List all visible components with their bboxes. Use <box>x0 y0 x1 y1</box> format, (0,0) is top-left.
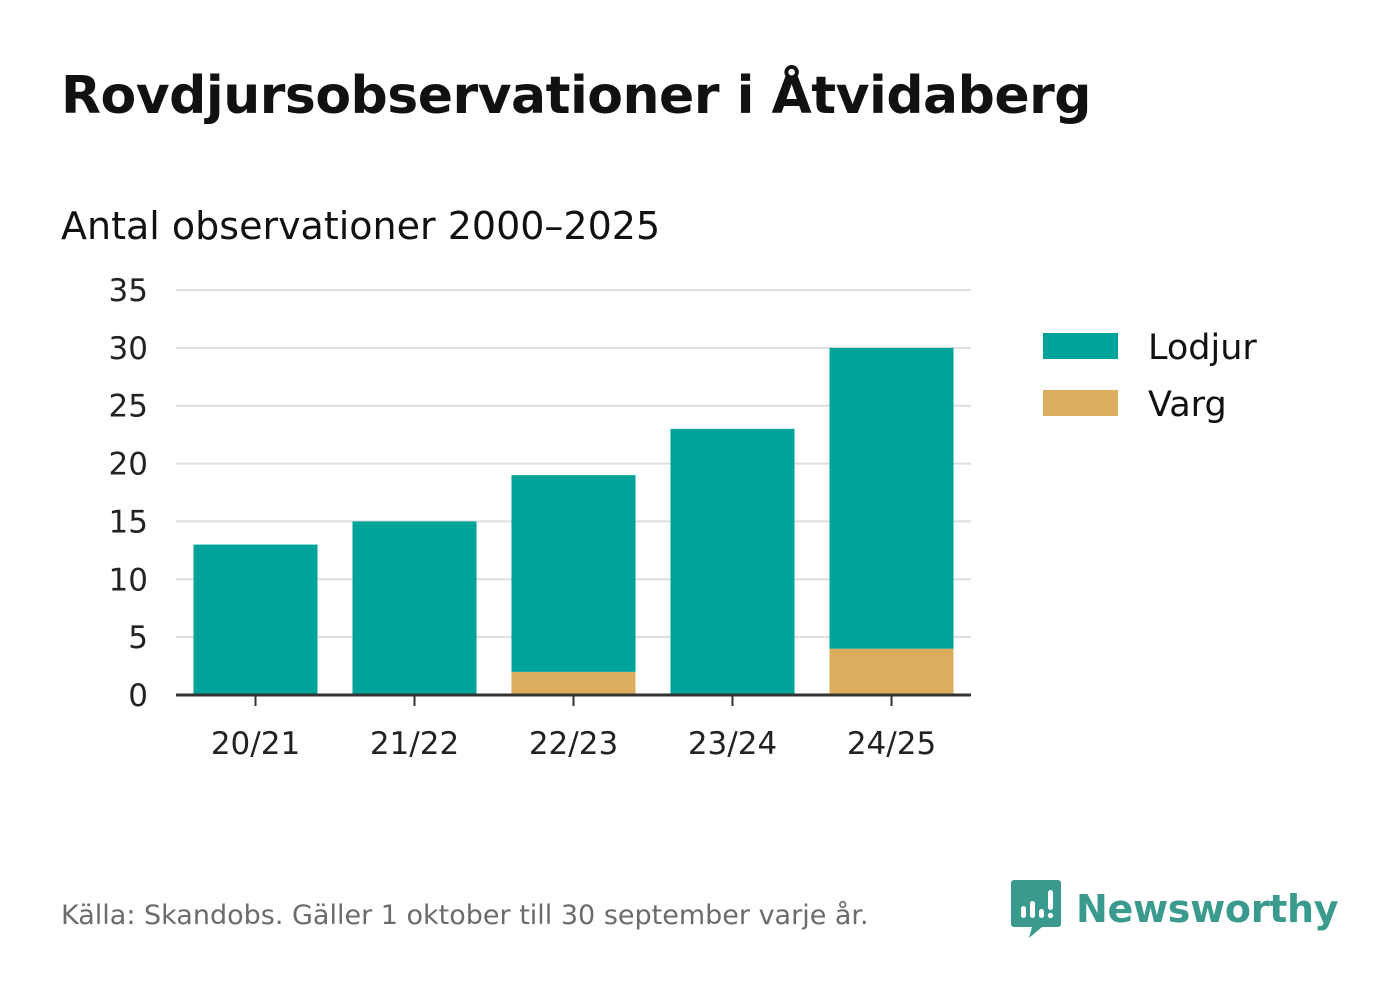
bar-chart-speech-bubble-icon <box>1011 880 1061 938</box>
x-axis-ticks: 20/21 21/22 22/23 23/24 24/25 <box>211 726 936 762</box>
y-tick-label: 15 <box>109 504 148 540</box>
bar-varg-24-25 <box>829 648 954 695</box>
y-tick-label: 0 <box>128 678 148 714</box>
bar-chart: 0 5 10 15 20 25 30 35 20/21 21/22 22/23 23/24 24/25… <box>109 273 1258 762</box>
bar-lodjur-21-22 <box>352 521 477 695</box>
x-tick-label: 22/23 <box>529 726 618 762</box>
y-tick-label: 10 <box>109 562 148 598</box>
legend-swatch-lodjur <box>1043 333 1118 359</box>
legend-label-lodjur: Lodjur <box>1148 328 1257 368</box>
bars <box>193 347 954 695</box>
y-tick-label: 20 <box>109 447 148 483</box>
x-axis <box>176 693 971 706</box>
legend-label-varg: Varg <box>1148 385 1227 425</box>
y-axis-ticks: 0 5 10 15 20 25 30 35 <box>109 273 148 714</box>
y-tick-label: 25 <box>109 389 148 425</box>
chart-title: Rovdjursobservationer i Åtvidaberg <box>61 66 1091 126</box>
bar-lodjur-24-25 <box>829 347 954 649</box>
y-tick-label: 5 <box>128 620 148 656</box>
x-tick-label: 24/25 <box>847 726 936 762</box>
x-tick-label: 20/21 <box>211 726 300 762</box>
bar-lodjur-23-24 <box>670 428 795 695</box>
y-tick-label: 30 <box>109 331 148 367</box>
brand: Newsworthy <box>1010 878 1339 940</box>
chart-subtitle: Antal observationer 2000–2025 <box>61 204 661 248</box>
brand-name: Newsworthy <box>1076 887 1339 931</box>
x-tick-label: 23/24 <box>688 726 777 762</box>
bar-lodjur-20-21 <box>193 544 318 695</box>
legend: Lodjur Varg <box>1043 328 1257 425</box>
x-tick-label: 21/22 <box>370 726 459 762</box>
legend-swatch-varg <box>1043 390 1118 416</box>
bar-varg-22-23 <box>511 671 636 695</box>
y-tick-label: 35 <box>109 273 148 309</box>
source-note: Källa: Skandobs. Gäller 1 oktober till 3… <box>61 900 869 931</box>
bar-lodjur-22-23 <box>511 475 636 672</box>
